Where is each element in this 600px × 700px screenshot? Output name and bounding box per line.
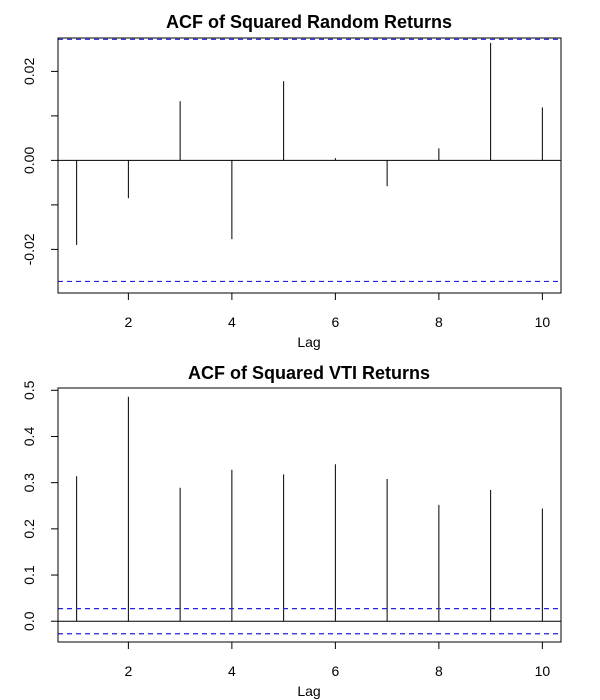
x-tick-label: 2: [124, 314, 132, 330]
confidence-bounds: [58, 38, 561, 283]
plot-frame: [57, 37, 562, 294]
y-tick-label: 0.1: [21, 565, 37, 585]
chart-title: ACF of Squared VTI Returns: [188, 363, 430, 383]
y-axis: -0.02 0.00 0.02: [21, 58, 58, 265]
y-tick-label: 0.4: [21, 427, 37, 447]
y-tick-label: 0.00: [21, 147, 37, 174]
x-axis-label: Lag: [297, 683, 320, 699]
y-tick-label: 0.2: [21, 519, 37, 539]
y-tick-label: 0.02: [21, 58, 37, 85]
y-tick-label: 0.0: [21, 611, 37, 631]
x-tick-label: 10: [535, 314, 551, 330]
x-tick-label: 2: [124, 663, 132, 679]
confidence-bounds: [58, 608, 561, 635]
spike-series: [58, 396, 561, 622]
y-tick-label: 0.3: [21, 473, 37, 493]
x-axis: 2 4 6 8 10: [124, 293, 550, 330]
x-tick-label: 10: [535, 663, 551, 679]
y-tick-label: 0.5: [21, 380, 37, 400]
x-tick-label: 8: [435, 314, 443, 330]
acf-random-returns-panel: ACF of Squared Random Returns -0.02 0.00 0…: [21, 12, 562, 350]
y-tick-label: -0.02: [21, 233, 37, 265]
acf-vti-returns-panel: ACF of Squared VTI Returns 0.00.10.20.30…: [21, 363, 562, 699]
chart-title: ACF of Squared Random Returns: [166, 12, 452, 32]
x-axis: 2 4 6 8 10: [124, 642, 550, 679]
x-tick-label: 6: [331, 663, 339, 679]
spike-series: [58, 42, 561, 245]
x-axis-label: Lag: [297, 334, 320, 350]
x-tick-label: 8: [435, 663, 443, 679]
x-tick-label: 4: [228, 663, 236, 679]
x-tick-label: 4: [228, 314, 236, 330]
y-axis: 0.0 0.1 0.2 0.3 0.4 0.5: [21, 380, 58, 631]
plot-frame: [57, 387, 562, 643]
x-tick-label: 6: [331, 314, 339, 330]
